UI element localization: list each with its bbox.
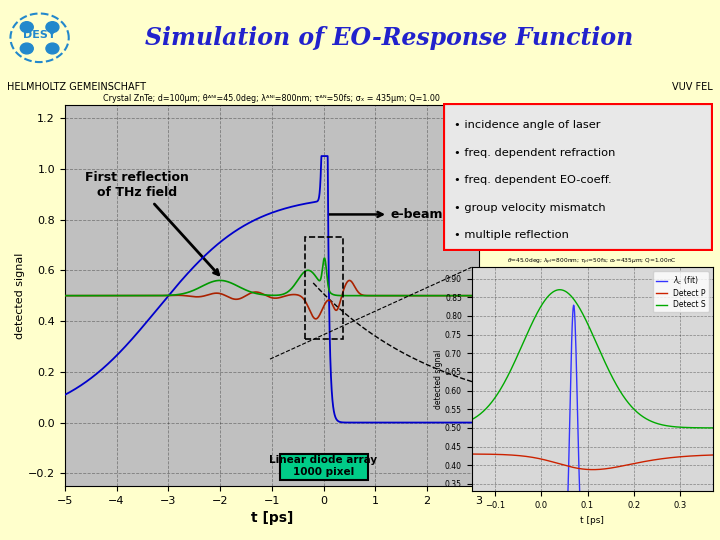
Text: VUV FEL: VUV FEL xyxy=(672,82,713,92)
Text: • group velocity mismatch: • group velocity mismatch xyxy=(454,203,606,213)
Text: Linear diode array: Linear diode array xyxy=(269,455,377,465)
Detect S xyxy=(598,354,607,360)
Title: $\theta$=45.0deg; $\lambda_{pl}$=800nm; $\tau_{pl}$=50fs; $\sigma_z$=435$\mu$m; : $\theta$=45.0deg; $\lambda_{pl}$=800nm; … xyxy=(508,257,677,267)
Text: HELMHOLTZ GEMEINSCHAFT: HELMHOLTZ GEMEINSCHAFT xyxy=(7,82,146,92)
Text: First reflection
of THz field: First reflection of THz field xyxy=(85,171,219,275)
Circle shape xyxy=(20,43,33,54)
Detect P xyxy=(703,452,712,458)
Text: e-beam: e-beam xyxy=(329,208,444,221)
Line: $\lambda_c$ (fit): $\lambda_c$ (fit) xyxy=(472,305,713,540)
Text: Simulation of EO-Response Function: Simulation of EO-Response Function xyxy=(145,26,633,50)
Title: Crystal ZnTe; d=100μm; θᴬᴺᴵ=45.0deg; λᴬᴺᴵ=800nm; τᴬᴺ=50fs; σₓ = 435μm; Q=1.00: Crystal ZnTe; d=100μm; θᴬᴺᴵ=45.0deg; λᴬᴺ… xyxy=(104,94,440,103)
Y-axis label: detected signal: detected signal xyxy=(15,253,25,339)
Y-axis label: detected signal: detected signal xyxy=(434,350,444,409)
Circle shape xyxy=(46,43,59,54)
Detect P xyxy=(598,466,607,472)
$\lambda_c$ (fit) xyxy=(570,302,578,308)
Detect S xyxy=(582,319,591,325)
Detect P xyxy=(665,455,674,461)
Detect S xyxy=(665,423,674,429)
Detect P xyxy=(589,467,598,473)
Detect S xyxy=(555,287,564,293)
Text: 1000 pixel: 1000 pixel xyxy=(293,467,354,477)
Detect S xyxy=(611,380,620,387)
Detect P xyxy=(467,451,476,457)
Detect P xyxy=(582,466,590,472)
Text: • incidence angle of laser: • incidence angle of laser xyxy=(454,120,600,131)
Detect P xyxy=(583,466,592,472)
X-axis label: t [ps]: t [ps] xyxy=(580,516,604,525)
Bar xyxy=(305,237,343,339)
Circle shape xyxy=(46,22,59,32)
Text: • freq. dependent EO-coeff.: • freq. dependent EO-coeff. xyxy=(454,176,611,185)
Line: Detect S: Detect S xyxy=(472,290,713,428)
Text: • multiple reflection: • multiple reflection xyxy=(454,230,569,240)
Text: • freq. dependent refraction: • freq. dependent refraction xyxy=(454,148,615,158)
Bar xyxy=(279,454,367,480)
Detect S xyxy=(584,321,593,328)
Detect P xyxy=(708,452,717,458)
Text: DESY: DESY xyxy=(23,30,56,40)
Detect S xyxy=(467,416,476,423)
Circle shape xyxy=(20,22,33,32)
Legend: $\lambda_c$ (fit), Detect P, Detect S: $\lambda_c$ (fit), Detect P, Detect S xyxy=(652,271,709,312)
X-axis label: t [ps]: t [ps] xyxy=(251,511,293,525)
Detect P xyxy=(611,464,620,470)
Detect S xyxy=(703,424,712,431)
Line: Detect P: Detect P xyxy=(472,454,713,470)
Detect S xyxy=(708,424,717,431)
